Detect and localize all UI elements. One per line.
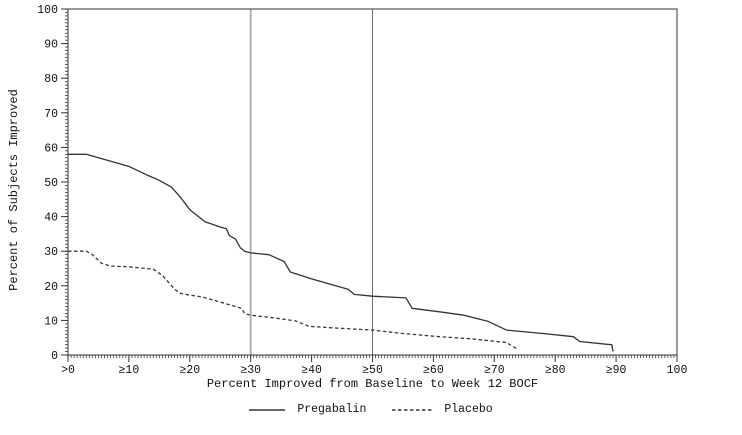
x-tick-label: ≥10 — [119, 364, 140, 377]
y-tick-label: 100 — [37, 4, 58, 17]
legend: Pregabalin Placebo — [0, 403, 742, 416]
dashed-line-icon — [392, 408, 433, 411]
y-tick-label: 40 — [44, 212, 58, 225]
x-tick-label: >0 — [61, 364, 75, 377]
y-tick-label: 30 — [44, 246, 58, 259]
legend-item-pregabalin: Pregabalin — [249, 403, 366, 416]
y-tick-label: 50 — [44, 177, 58, 190]
series-pregabalin — [68, 153, 614, 352]
x-axis-title: Percent Improved from Baseline to Week 1… — [206, 377, 539, 391]
y-tick-label: 0 — [51, 350, 58, 363]
x-tick-label: ≥90 — [606, 364, 627, 377]
x-tick-label: ≥50 — [362, 364, 383, 377]
y-tick-label: 90 — [44, 39, 58, 52]
legend-label-placebo: Placebo — [444, 403, 493, 416]
solid-line-icon — [249, 408, 286, 411]
y-axis-title: Percent of Subjects Improved — [7, 89, 21, 291]
y-tick-label: 10 — [44, 315, 58, 328]
x-tick-label: ≥40 — [301, 364, 322, 377]
x-tick-label: ≥70 — [484, 364, 505, 377]
y-tick-label: 80 — [44, 73, 58, 86]
y-tick-label: 60 — [44, 142, 58, 155]
y-tick-label: 20 — [44, 281, 58, 294]
legend-item-placebo: Placebo — [392, 403, 493, 416]
x-tick-label: ≥30 — [240, 364, 261, 377]
series-placebo — [68, 250, 519, 351]
x-tick-label: ≥80 — [545, 364, 566, 377]
y-tick-label: 70 — [44, 108, 58, 121]
x-tick-label: ≥20 — [179, 364, 200, 377]
legend-label-pregabalin: Pregabalin — [297, 403, 367, 416]
x-tick-label: 100 — [667, 364, 688, 377]
x-tick-label: ≥60 — [423, 364, 444, 377]
